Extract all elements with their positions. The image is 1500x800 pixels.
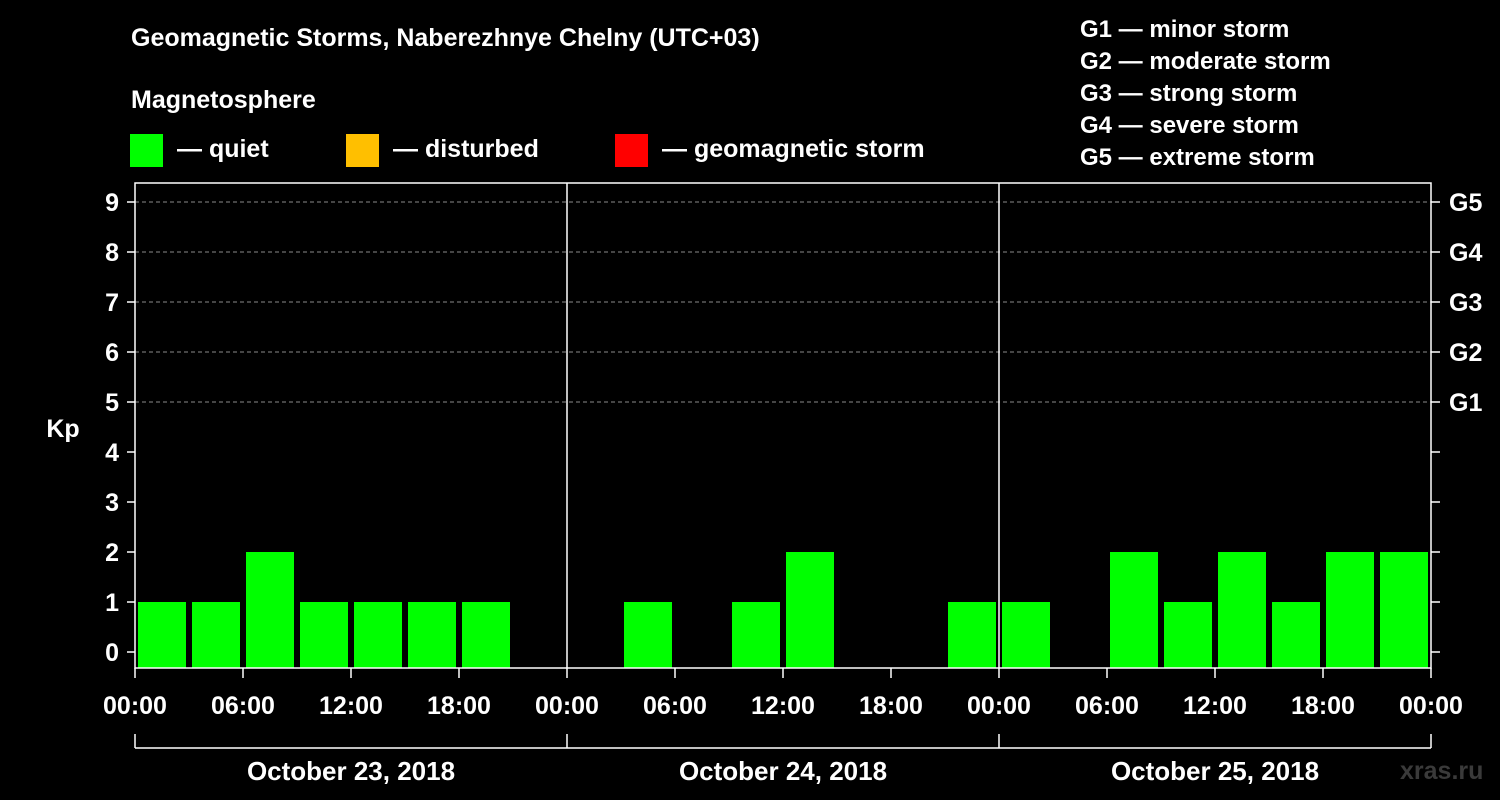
kp-bar: [192, 602, 240, 668]
kp-bar: [1218, 552, 1266, 668]
x-tick-label: 12:00: [319, 692, 383, 720]
x-tick-label: 00:00: [1399, 692, 1463, 720]
storm-level-label: G3: [1449, 289, 1482, 317]
kp-bar: [1272, 602, 1320, 668]
labels-layer: 0 1 2 3 4 5 6 7 8 9 G1 G2 G3 G4 G5 Kp 00:00 06:00 12:00 18:…: [46, 189, 1482, 786]
legend-heading: Magnetosphere: [131, 86, 316, 114]
storm-level-label: G2: [1449, 339, 1482, 367]
y-tick-label: 4: [105, 439, 119, 467]
disturbed-swatch: [346, 134, 379, 167]
x-tick-label: 00:00: [535, 692, 599, 720]
storm-scale-g5: G5 — extreme storm: [1080, 144, 1315, 171]
kp-bar: [462, 602, 510, 668]
kp-bar: [408, 602, 456, 668]
day-label: October 25, 2018: [1111, 756, 1319, 786]
storm-scale-g4: G4 — severe storm: [1080, 112, 1299, 139]
y-tick-label: 3: [105, 489, 119, 517]
disturbed-label: — disturbed: [393, 135, 539, 163]
quiet-swatch: [130, 134, 163, 167]
storm-scale-g2: G2 — moderate storm: [1080, 48, 1331, 75]
kp-bar: [732, 602, 780, 668]
y-tick-label: 8: [105, 239, 119, 267]
y-tick-label: 2: [105, 539, 119, 567]
storm-scale-g3: G3 — strong storm: [1080, 80, 1298, 107]
x-tick-label: 06:00: [1075, 692, 1139, 720]
storm-scale-g1: G1 — minor storm: [1080, 16, 1290, 43]
y-tick-label: 7: [105, 289, 119, 317]
y-tick-label: 5: [105, 389, 119, 417]
grid-layer: [135, 201, 1431, 403]
kp-bar: [138, 602, 186, 668]
kp-bar: [354, 602, 402, 668]
chart-title: Geomagnetic Storms, Naberezhnye Chelny (…: [131, 24, 760, 52]
quiet-label: — quiet: [177, 135, 269, 163]
x-tick-label: 18:00: [1291, 692, 1355, 720]
x-tick-label: 18:00: [427, 692, 491, 720]
kp-bar: [1002, 602, 1050, 668]
x-tick-label: 00:00: [103, 692, 167, 720]
y-tick-label: 9: [105, 189, 119, 217]
storm-level-label: G4: [1449, 239, 1482, 267]
y-tick-label: 1: [105, 589, 119, 617]
y-tick-label: 0: [105, 639, 119, 667]
x-tick-label: 12:00: [751, 692, 815, 720]
storm-level-label: G5: [1449, 189, 1482, 217]
storm-level-label: G1: [1449, 389, 1482, 417]
x-tick-label: 12:00: [1183, 692, 1247, 720]
kp-bar: [624, 602, 672, 668]
kp-bar: [1326, 552, 1374, 668]
storm-label: — geomagnetic storm: [662, 135, 925, 163]
frame-layer: [127, 182, 1440, 749]
kp-bar: [1110, 552, 1158, 668]
kp-bar: [786, 552, 834, 668]
kp-bar: [246, 552, 294, 668]
kp-bar: [1164, 602, 1212, 668]
y-tick-label: 6: [105, 339, 119, 367]
x-tick-label: 06:00: [211, 692, 275, 720]
kp-bar: [300, 602, 348, 668]
y-axis-label: Kp: [46, 415, 79, 443]
kp-bar: [1380, 552, 1428, 668]
day-label: October 24, 2018: [679, 756, 887, 786]
x-tick-label: 18:00: [859, 692, 923, 720]
day-label: October 23, 2018: [247, 756, 455, 786]
kp-bar: [948, 602, 996, 668]
watermark: xras.ru: [1400, 757, 1484, 785]
storm-swatch: [615, 134, 648, 167]
x-tick-label: 06:00: [643, 692, 707, 720]
bars-layer: [138, 552, 1428, 668]
x-tick-label: 00:00: [967, 692, 1031, 720]
